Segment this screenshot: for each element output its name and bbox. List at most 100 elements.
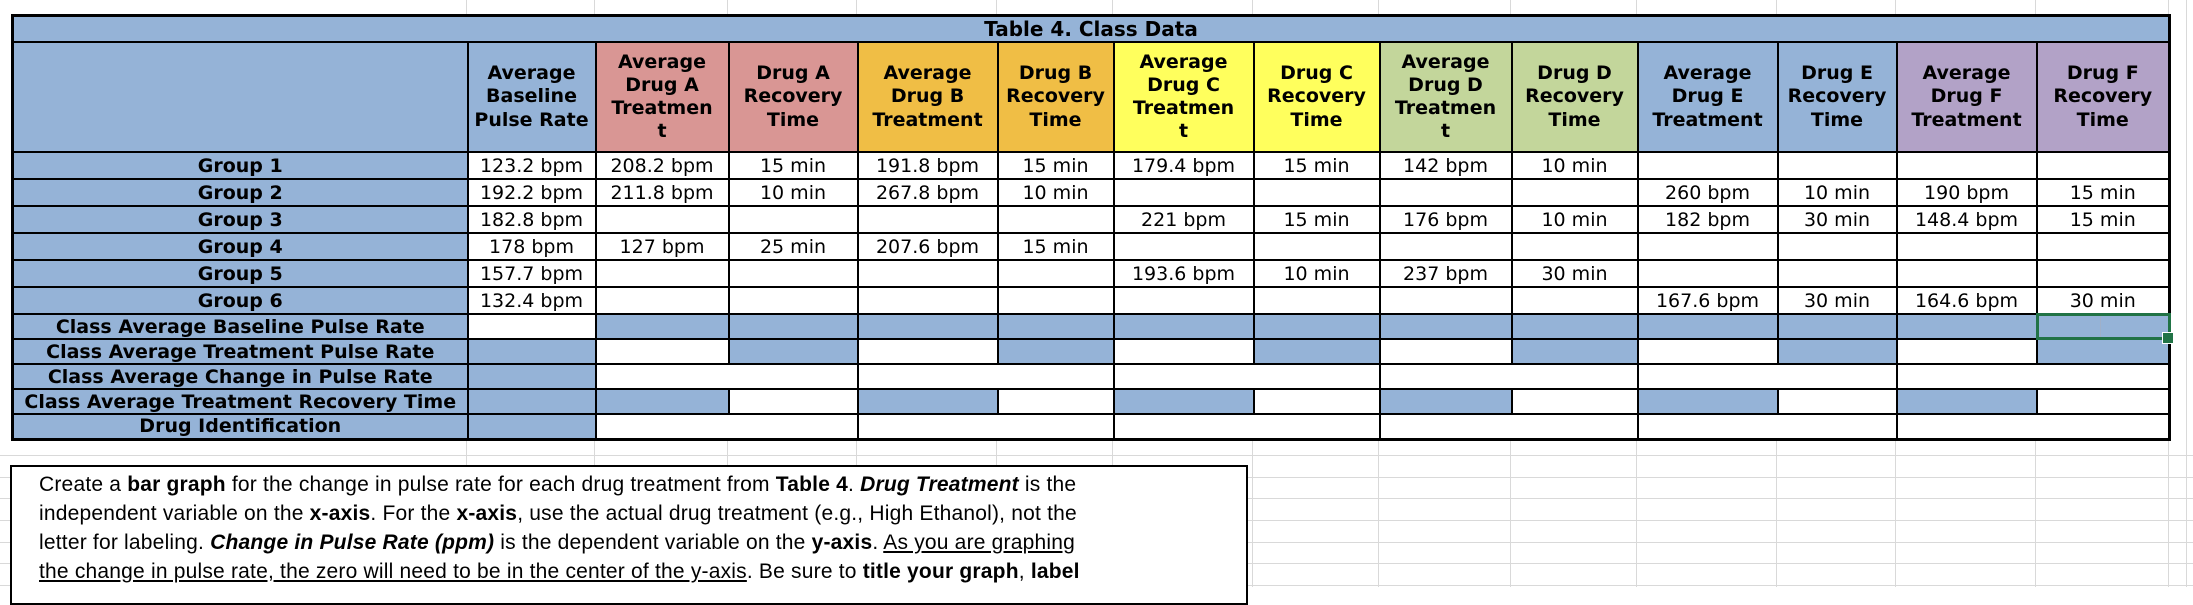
cell[interactable] xyxy=(856,388,999,415)
cell[interactable] xyxy=(1112,338,1255,365)
cell[interactable]: 15 min xyxy=(996,151,1115,180)
cell[interactable]: 148.4 bpm xyxy=(1895,205,2038,234)
cell[interactable] xyxy=(1112,363,1381,390)
cell[interactable] xyxy=(1895,363,2171,390)
cell[interactable] xyxy=(856,338,999,365)
cell[interactable]: 132.4 bpm xyxy=(466,286,597,315)
cell[interactable] xyxy=(856,313,999,340)
row-label[interactable]: Class Average Baseline Pulse Rate xyxy=(11,313,469,340)
cell[interactable] xyxy=(1776,313,1898,340)
cell[interactable] xyxy=(856,286,999,315)
cell[interactable] xyxy=(1895,388,2038,415)
column-header-avg-baseline-pulse-rate[interactable]: Average Baseline Pulse Rate xyxy=(466,41,597,153)
instructions-textbox[interactable]: Create a bar graph for the change in pul… xyxy=(10,465,1248,605)
cell[interactable] xyxy=(1510,178,1639,207)
cell[interactable] xyxy=(1378,313,1513,340)
cell[interactable] xyxy=(1636,232,1779,261)
cell[interactable] xyxy=(2035,232,2171,261)
cell[interactable] xyxy=(1252,388,1381,415)
cell[interactable]: 176 bpm xyxy=(1378,205,1513,234)
cell[interactable]: 179.4 bpm xyxy=(1112,151,1255,180)
column-header-avg-drug-e-treatment[interactable]: Average Drug E Treatment xyxy=(1636,41,1779,153)
cell[interactable]: 260 bpm xyxy=(1636,178,1779,207)
cell[interactable] xyxy=(594,205,730,234)
cell[interactable] xyxy=(1776,338,1898,365)
cell[interactable] xyxy=(727,313,859,340)
column-header-avg-drug-d-treatment[interactable]: Average Drug D Treatmen t xyxy=(1378,41,1513,153)
cell[interactable] xyxy=(996,259,1115,288)
column-header-avg-drug-c-treatment[interactable]: Average Drug C Treatmen t xyxy=(1112,41,1255,153)
cell[interactable] xyxy=(466,413,597,440)
cell[interactable] xyxy=(727,388,859,415)
cell[interactable]: 192.2 bpm xyxy=(466,178,597,207)
cell[interactable]: 10 min xyxy=(996,178,1115,207)
cell[interactable] xyxy=(466,313,597,340)
row-label[interactable]: Group 5 xyxy=(11,259,469,288)
cell[interactable] xyxy=(2035,338,2171,365)
cell[interactable]: 211.8 bpm xyxy=(594,178,730,207)
cell[interactable]: 10 min xyxy=(1510,151,1639,180)
cell[interactable] xyxy=(856,413,1115,440)
cell[interactable]: 208.2 bpm xyxy=(594,151,730,180)
cell[interactable] xyxy=(1636,259,1779,288)
row-label[interactable]: Group 2 xyxy=(11,178,469,207)
cell[interactable]: 191.8 bpm xyxy=(856,151,999,180)
cell[interactable] xyxy=(594,286,730,315)
cell[interactable] xyxy=(856,259,999,288)
row-label[interactable]: Group 4 xyxy=(11,232,469,261)
cell[interactable]: 221 bpm xyxy=(1112,205,1255,234)
column-header-avg-drug-f-treatment[interactable]: Average Drug F Treatment xyxy=(1895,41,2038,153)
column-header-drug-c-recovery-time[interactable]: Drug C Recovery Time xyxy=(1252,41,1381,153)
cell[interactable]: 127 bpm xyxy=(594,232,730,261)
cell[interactable] xyxy=(1895,338,2038,365)
cell[interactable] xyxy=(1378,178,1513,207)
cell[interactable] xyxy=(1510,338,1639,365)
cell[interactable] xyxy=(1510,388,1639,415)
header-corner-cell[interactable] xyxy=(11,41,469,153)
cell[interactable] xyxy=(1252,338,1381,365)
cell[interactable] xyxy=(1895,232,2038,261)
cell[interactable]: 10 min xyxy=(727,178,859,207)
cell[interactable] xyxy=(1776,151,1898,180)
cell[interactable]: 123.2 bpm xyxy=(466,151,597,180)
cell[interactable] xyxy=(1378,388,1513,415)
cell[interactable] xyxy=(1112,286,1255,315)
row-label[interactable]: Drug Identification xyxy=(11,413,469,440)
cell[interactable] xyxy=(1378,232,1513,261)
cell[interactable]: 15 min xyxy=(2035,178,2171,207)
cell[interactable] xyxy=(466,388,597,415)
row-label[interactable]: Class Average Treatment Recovery Time xyxy=(11,388,469,415)
cell[interactable]: 193.6 bpm xyxy=(1112,259,1255,288)
cell[interactable] xyxy=(594,388,730,415)
cell[interactable] xyxy=(996,388,1115,415)
cell[interactable]: 10 min xyxy=(1776,178,1898,207)
column-header-drug-b-recovery-time[interactable]: Drug B Recovery Time xyxy=(996,41,1115,153)
cell[interactable]: 30 min xyxy=(1776,205,1898,234)
cell[interactable] xyxy=(996,205,1115,234)
cell[interactable] xyxy=(594,413,859,440)
cell[interactable] xyxy=(1895,259,2038,288)
cell[interactable]: 207.6 bpm xyxy=(856,232,999,261)
cell[interactable] xyxy=(1636,413,1898,440)
cell[interactable] xyxy=(996,286,1115,315)
cell[interactable]: 15 min xyxy=(1252,151,1381,180)
cell[interactable] xyxy=(1776,388,1898,415)
cell[interactable] xyxy=(1636,313,1779,340)
cell[interactable] xyxy=(1510,232,1639,261)
cell[interactable] xyxy=(1510,313,1639,340)
cell[interactable] xyxy=(2035,388,2171,415)
row-label[interactable]: Group 6 xyxy=(11,286,469,315)
cell[interactable] xyxy=(1776,259,1898,288)
cell[interactable] xyxy=(1252,313,1381,340)
cell[interactable]: 30 min xyxy=(1510,259,1639,288)
cell[interactable]: 237 bpm xyxy=(1378,259,1513,288)
cell[interactable]: 157.7 bpm xyxy=(466,259,597,288)
cell[interactable]: 267.8 bpm xyxy=(856,178,999,207)
cell[interactable] xyxy=(1378,363,1639,390)
cell[interactable] xyxy=(2035,151,2171,180)
column-header-drug-f-recovery-time[interactable]: Drug F Recovery Time xyxy=(2035,41,2171,153)
row-label[interactable]: Class Average Change in Pulse Rate xyxy=(11,363,469,390)
cell[interactable] xyxy=(1112,313,1255,340)
cell[interactable] xyxy=(594,259,730,288)
cell[interactable] xyxy=(594,338,730,365)
